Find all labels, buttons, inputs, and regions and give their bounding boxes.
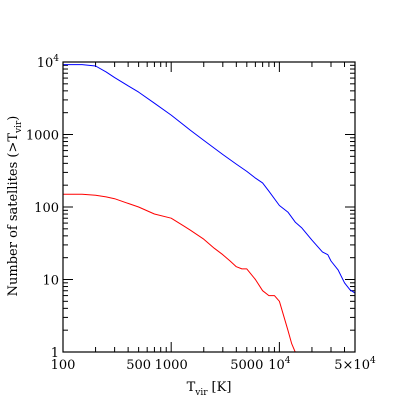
tick-labels-layer: 100 500 1000 5000 104 5×104 1 10 100 1000 104: [26, 54, 376, 373]
x-tick-label: 5×104: [334, 356, 376, 373]
y-axis-label-sub: vir: [14, 120, 24, 134]
x-tick-label: 500: [126, 358, 151, 373]
plot-frame: [62, 61, 356, 353]
series-layer: [63, 64, 356, 353]
y-tick-label: 10: [42, 274, 59, 289]
y-axis-label-end: ): [6, 116, 21, 121]
y-tick-label: 1000: [26, 129, 59, 144]
y-tick-label: 100: [34, 201, 59, 216]
x-tick-label: 5000: [230, 358, 263, 373]
y-axis-label: Number of satellites (>Tvir): [6, 116, 24, 297]
y-tick-label: 1: [51, 346, 59, 361]
y-tick-label: 104: [37, 54, 60, 71]
x-tick-label: 100: [51, 358, 76, 373]
series-line-2: [63, 193, 296, 353]
x-axis-label-unit: [K]: [212, 380, 232, 395]
y-axis-label-main: Number of satellites (>T: [6, 133, 21, 297]
series-line-1: [63, 64, 356, 294]
x-tick-label: 1000: [155, 358, 188, 373]
y-tick-label-exponent: 4: [53, 54, 59, 64]
x-tick-label-exponent: 4: [285, 356, 291, 366]
ticks-layer: [62, 61, 356, 353]
x-axis-label: Tvir [K]: [187, 380, 232, 398]
x-tick-label: 104: [268, 356, 291, 373]
x-axis-label-sub: vir: [194, 388, 208, 398]
x-axis-label-main: T: [187, 380, 196, 395]
x-tick-label-exponent: 4: [370, 356, 376, 366]
